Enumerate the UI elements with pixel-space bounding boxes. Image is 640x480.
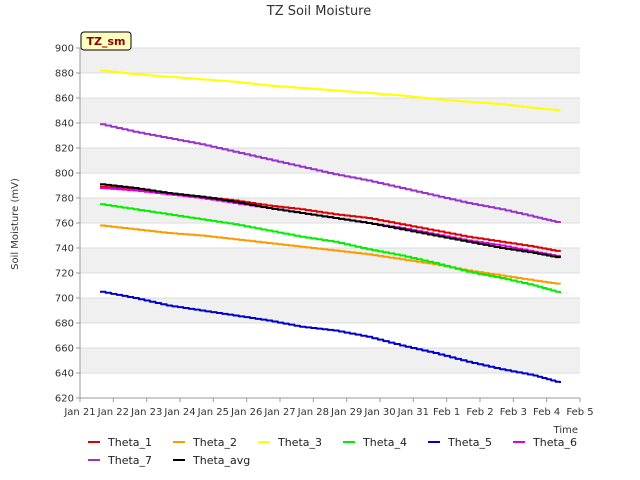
y-tick-label: 820	[55, 144, 74, 155]
series-layer	[100, 69, 561, 383]
y-tick-label: 700	[55, 294, 74, 305]
plot-band	[80, 148, 580, 173]
plot-band	[80, 173, 580, 198]
series-line-theta-3	[100, 69, 561, 112]
legend-label: Theta_avg	[192, 454, 250, 467]
legend-label: Theta_7	[107, 454, 152, 467]
x-tick-label: Feb 3	[500, 407, 527, 418]
x-tick-label: Jan 29	[330, 407, 362, 418]
plot-background	[80, 48, 580, 398]
x-tick-label: Jan 24	[163, 407, 195, 418]
x-tick-label: Jan 30	[363, 407, 395, 418]
y-tick-label: 680	[55, 319, 74, 330]
series-line-theta-2	[100, 224, 561, 285]
legend: Theta_1 Theta_2 Theta_3 Theta_4 Theta_5 Theta…	[88, 436, 577, 467]
y-tick-label: 720	[55, 269, 74, 280]
plot-band	[80, 123, 580, 148]
x-tick-label: Jan 23	[130, 407, 162, 418]
y-tick-label: 880	[55, 69, 74, 80]
y-tick-label: 840	[55, 119, 74, 130]
y-tick-labels: 620 640 660 680 700 720 740 760 780 800 820 840 860 8…	[55, 44, 80, 405]
x-tick-label: Jan 28	[297, 407, 329, 418]
x-tick-labels: Jan 21 Jan 22 Jan 23 Jan 24 Jan 25 Jan 26 Jan …	[63, 398, 594, 418]
x-tick-label: Jan 27	[263, 407, 295, 418]
series-line-theta-4	[100, 203, 561, 293]
x-tick-label: Jan 22	[97, 407, 129, 418]
x-axis-label: Time	[553, 425, 578, 436]
y-tick-label: 780	[55, 194, 74, 205]
legend-label: Theta_2	[192, 436, 237, 449]
y-tick-label: 640	[55, 369, 74, 380]
plot-band	[80, 298, 580, 323]
site-badge-box	[80, 31, 132, 51]
x-tick-label: Feb 1	[433, 407, 460, 418]
plot-band	[80, 98, 580, 123]
x-tick-label: Feb 2	[466, 407, 493, 418]
series-line-theta-avg	[100, 183, 561, 259]
x-tick-label: Feb 4	[533, 407, 560, 418]
site-badge: TZ_sm	[80, 31, 132, 51]
series-line-theta-7	[100, 123, 561, 223]
legend-label: Theta_6	[532, 436, 577, 449]
y-axis-label: Soil Moisture (mV)	[10, 178, 21, 270]
y-tick-label: 800	[55, 169, 74, 180]
x-tick-label: Jan 21	[63, 407, 95, 418]
series-line-theta-5	[100, 290, 561, 383]
plot-band	[80, 73, 580, 98]
plot-band	[80, 198, 580, 223]
site-badge-label: TZ_sm	[87, 35, 126, 48]
y-tick-label: 860	[55, 94, 74, 105]
y-tick-label: 660	[55, 344, 74, 355]
x-tick-label: Jan 26	[230, 407, 262, 418]
chart-title: TZ Soil Moisture	[266, 4, 372, 19]
legend-label: Theta_1	[107, 436, 152, 449]
plot-band	[80, 373, 580, 398]
x-tick-label: Feb 5	[566, 407, 593, 418]
plot-band	[80, 48, 580, 73]
x-tick-label: Jan 31	[397, 407, 429, 418]
y-tick-label: 740	[55, 244, 74, 255]
y-tick-label: 620	[55, 394, 74, 405]
legend-label: Theta_3	[277, 436, 322, 449]
x-tick-label: Jan 25	[197, 407, 229, 418]
y-tick-label: 760	[55, 219, 74, 230]
plot-band	[80, 248, 580, 273]
legend-label: Theta_5	[447, 436, 492, 449]
grid-lines	[80, 47, 580, 399]
y-tick-label: 900	[55, 44, 74, 55]
plot-band	[80, 323, 580, 348]
plot-band	[80, 223, 580, 248]
legend-label: Theta_4	[362, 436, 407, 449]
